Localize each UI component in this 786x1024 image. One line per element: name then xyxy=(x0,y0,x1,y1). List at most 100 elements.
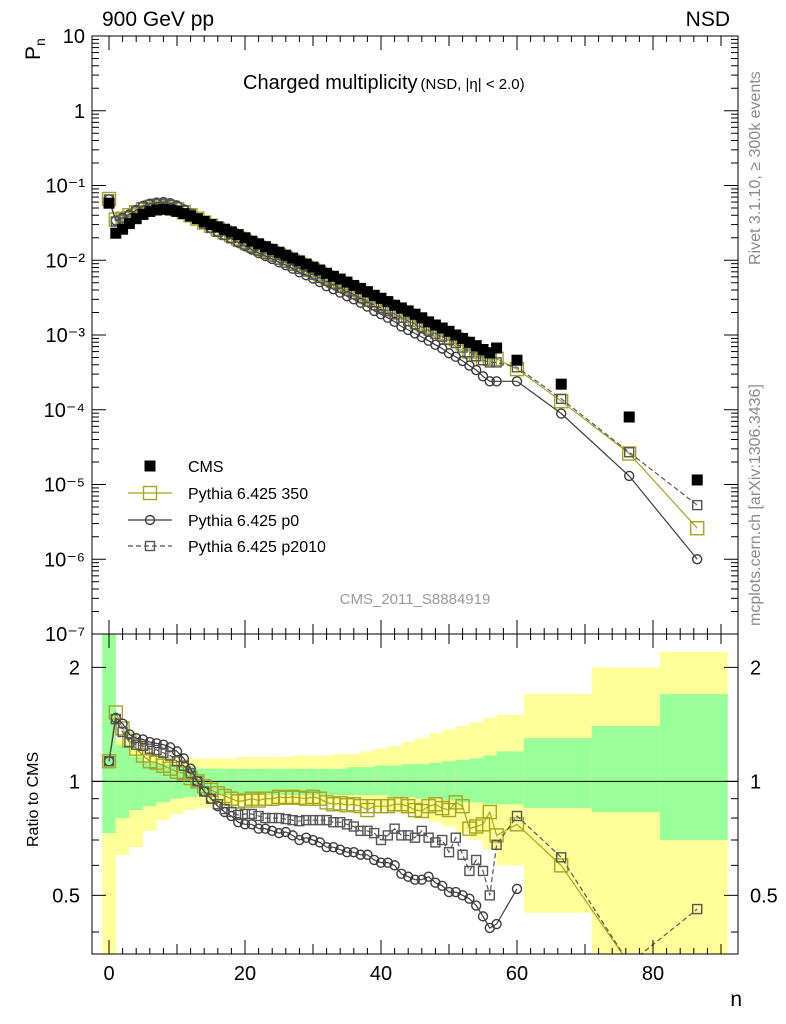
data-point xyxy=(511,354,523,366)
data-point xyxy=(443,325,455,337)
ratio-point xyxy=(267,825,278,837)
ratio-point xyxy=(328,842,339,853)
data-point xyxy=(110,227,122,239)
x-axis-label: n xyxy=(730,988,742,1011)
ratio-tick-label: 1 xyxy=(69,771,80,793)
ratio-point xyxy=(450,832,461,843)
uncertainty-band-inner xyxy=(102,634,116,834)
ratio-point xyxy=(355,849,366,860)
uncertainty-band-inner xyxy=(333,768,347,796)
data-point xyxy=(171,205,183,217)
data-point xyxy=(409,308,421,320)
ratio-point xyxy=(471,854,482,866)
ratio-point xyxy=(484,890,495,901)
ratio-point xyxy=(117,726,128,738)
uncertainty-band-inner xyxy=(469,758,483,803)
data-point xyxy=(436,322,448,334)
series-line xyxy=(108,199,698,560)
ratio-point xyxy=(443,847,455,858)
ratio-point xyxy=(554,858,569,873)
ratio-point xyxy=(130,739,142,750)
ratio-point xyxy=(369,827,380,839)
y-tick-label: 10⁻⁴ xyxy=(44,400,85,422)
ratio-point xyxy=(232,817,244,828)
ratio-tick-label-right: 2 xyxy=(750,657,761,679)
ratio-point xyxy=(314,837,325,848)
ratio-point xyxy=(491,918,502,930)
ratio-point xyxy=(430,877,441,888)
legend-marker xyxy=(144,540,156,552)
data-point xyxy=(389,299,401,311)
ratio-point xyxy=(307,814,319,826)
ratio-point xyxy=(301,832,312,843)
data-point xyxy=(416,312,428,324)
data-point xyxy=(491,357,502,368)
data-point xyxy=(402,305,414,317)
data-point xyxy=(491,342,503,354)
legend-marker xyxy=(142,485,158,501)
uncertainty-band-inner xyxy=(306,768,320,796)
ratio-point xyxy=(692,903,703,915)
ratio-tick-label-right: 1 xyxy=(750,771,761,793)
data-point xyxy=(185,210,197,222)
uncertainty-band-inner xyxy=(292,768,307,796)
ratio-point xyxy=(471,900,482,911)
series-line xyxy=(108,198,698,529)
data-point xyxy=(423,316,435,328)
ratio-tick-label-right: 0.5 xyxy=(750,885,778,907)
ratio-point xyxy=(464,893,475,904)
data-point xyxy=(178,208,190,220)
ratio-point xyxy=(423,871,434,882)
legend-label: Pythia 6.425 350 xyxy=(188,486,308,503)
ratio-point xyxy=(185,768,196,779)
data-point xyxy=(450,329,462,341)
ratio-point xyxy=(110,713,122,725)
ratio-point xyxy=(280,813,291,825)
chart-subtitle: (NSD, |η| < 2.0) xyxy=(421,76,525,93)
ratio-plot xyxy=(92,705,738,954)
main-plot xyxy=(101,191,705,565)
ratio-point xyxy=(314,814,325,826)
ratio-point xyxy=(321,814,332,826)
chart-title-main: Charged multiplicity xyxy=(243,72,418,94)
data-point xyxy=(623,411,635,423)
ratio-point xyxy=(382,857,393,868)
ratio-point xyxy=(403,830,414,841)
data-point xyxy=(191,213,203,225)
ratio-point xyxy=(457,849,468,860)
data-point xyxy=(103,197,115,209)
ratio-line xyxy=(108,717,698,954)
side-label-rivet: Rivet 3.1.10, ≥ 300k events xyxy=(747,71,764,265)
ratio-point xyxy=(403,871,414,882)
ratio-point xyxy=(556,852,567,863)
ratio-point xyxy=(294,834,305,846)
data-point xyxy=(246,235,258,247)
ratio-point xyxy=(396,868,407,879)
uncertainty-band-inner xyxy=(129,756,143,811)
data-point xyxy=(314,264,326,276)
data-point xyxy=(624,447,635,458)
data-point xyxy=(491,376,502,387)
data-point xyxy=(212,221,224,233)
x-tick-label: 0 xyxy=(103,963,114,985)
ratio-point xyxy=(341,847,353,858)
data-point xyxy=(429,319,441,331)
ratio-point xyxy=(307,834,319,846)
uncertainty-band-inner xyxy=(496,751,524,805)
ratio-point xyxy=(178,753,190,764)
ratio-point xyxy=(273,812,285,824)
ratio-point xyxy=(335,844,346,855)
chart-title: Charged multiplicity (NSD, |η| < 2.0) xyxy=(243,72,525,94)
y-tick-label: 10 xyxy=(63,26,85,48)
data-point xyxy=(198,215,210,227)
ratio-point xyxy=(450,886,461,898)
uncertainty-band-inner xyxy=(279,768,293,796)
data-point xyxy=(690,521,705,536)
data-point xyxy=(130,213,142,225)
ratio-point xyxy=(151,744,162,756)
ratio-point xyxy=(219,803,230,815)
data-point xyxy=(624,470,635,482)
ratio-point xyxy=(101,754,117,769)
ratio-point xyxy=(226,806,237,818)
data-point xyxy=(266,243,278,255)
